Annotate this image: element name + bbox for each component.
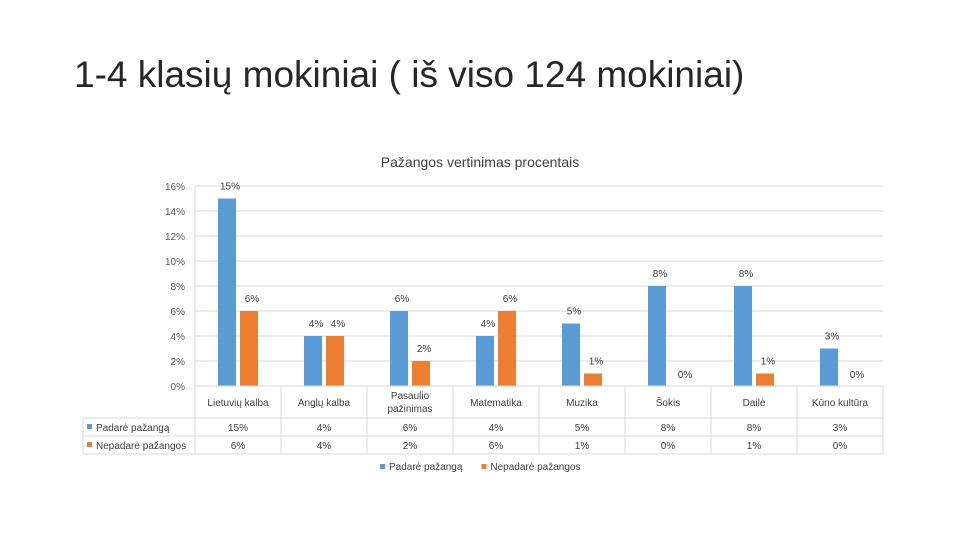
y-tick-label: 6% (171, 307, 186, 318)
table-cell: 1% (575, 441, 590, 452)
data-label: 1% (589, 357, 604, 368)
data-label: 8% (653, 269, 668, 280)
x-tick-label: Pasaulio (391, 391, 430, 402)
y-axis: 0% 2% 4% 6% 8% 10% 12% 14% 16% (165, 182, 185, 393)
table-cell: 15% (228, 423, 248, 434)
bar (498, 311, 516, 386)
data-label: 8% (739, 269, 754, 280)
table-series-name: Nepadarė pažangos (96, 441, 186, 452)
table-cell: 3% (833, 423, 848, 434)
data-label: 0% (850, 370, 865, 381)
table-cell: 5% (575, 423, 590, 434)
y-tick-label: 8% (171, 282, 186, 293)
bar (412, 361, 430, 386)
bar (476, 336, 494, 386)
x-tick-label: pažinimas (387, 404, 432, 415)
data-table: Lietuvių kalba Anglų kalba Pasaulio pažinim… (82, 186, 884, 455)
table-cell: 6% (489, 441, 504, 452)
bar (734, 286, 752, 386)
table-cell: 6% (231, 441, 246, 452)
table-cell: 4% (317, 423, 332, 434)
data-label: 4% (309, 319, 324, 330)
y-tick-label: 2% (171, 357, 186, 368)
bar (304, 336, 322, 386)
bar (218, 198, 236, 386)
data-label: 6% (503, 294, 518, 305)
table-cell: 0% (661, 441, 676, 452)
table-cell: 2% (403, 441, 418, 452)
legend: Padarė pažangą Nepadarė pažangos (380, 462, 580, 473)
table-series-name: Padarė pažangą (96, 423, 170, 434)
data-label: 0% (678, 370, 693, 381)
bar (390, 311, 408, 386)
table-cell: 6% (403, 423, 418, 434)
x-tick-label: Kūno kultūra (812, 398, 869, 409)
legend-label: Nepadarė pažangos (490, 462, 580, 473)
bar (820, 348, 838, 386)
bar (648, 286, 666, 386)
table-legend-key (87, 424, 92, 429)
x-tick-label: Muzika (566, 398, 598, 409)
bar (584, 373, 602, 386)
y-tick-label: 12% (165, 232, 185, 243)
data-label: 15% (220, 182, 240, 193)
data-label: 6% (395, 294, 410, 305)
y-tick-label: 14% (165, 207, 185, 218)
gridlines (195, 185, 883, 387)
legend-swatch (481, 464, 487, 469)
data-label: 2% (417, 344, 432, 355)
legend-swatch (380, 464, 385, 469)
y-tick-label: 10% (165, 257, 185, 268)
table-cell: 4% (317, 441, 332, 452)
x-tick-label: Dailė (743, 398, 766, 409)
y-tick-label: 0% (171, 382, 186, 393)
legend-label: Padarė pažangą (389, 462, 463, 473)
bar (326, 336, 344, 386)
x-tick-label: Šokis (656, 396, 680, 409)
y-tick-label: 16% (165, 182, 185, 193)
x-tick-label: Matematika (470, 398, 522, 409)
bars (218, 198, 838, 386)
table-cell: 8% (747, 423, 762, 434)
table-cell: 8% (661, 423, 676, 434)
data-label: 1% (761, 357, 776, 368)
bar (240, 311, 258, 386)
chart-title: Pažangos vertinimas procentais (381, 154, 579, 170)
table-cell: 0% (833, 441, 848, 452)
data-label: 4% (481, 319, 496, 330)
table-cell: 1% (747, 441, 762, 452)
bar (756, 373, 774, 386)
table-cell: 4% (489, 423, 504, 434)
y-tick-label: 4% (171, 332, 186, 343)
bar (562, 323, 580, 386)
data-label: 5% (567, 307, 582, 318)
slide-title: 1-4 klasių mokiniai ( iš viso 124 mokini… (74, 54, 745, 95)
table-legend-key (87, 442, 92, 447)
data-label: 3% (825, 332, 840, 343)
data-label: 6% (245, 294, 260, 305)
data-labels: 15% 6% 4% 4% 6% 2% 4% 6% 5% 1% 8% 0% 8% 1% 3% 0% (220, 182, 864, 382)
x-tick-label: Lietuvių kalba (207, 398, 269, 409)
data-label: 4% (331, 319, 346, 330)
x-tick-label: Anglų kalba (298, 398, 351, 409)
